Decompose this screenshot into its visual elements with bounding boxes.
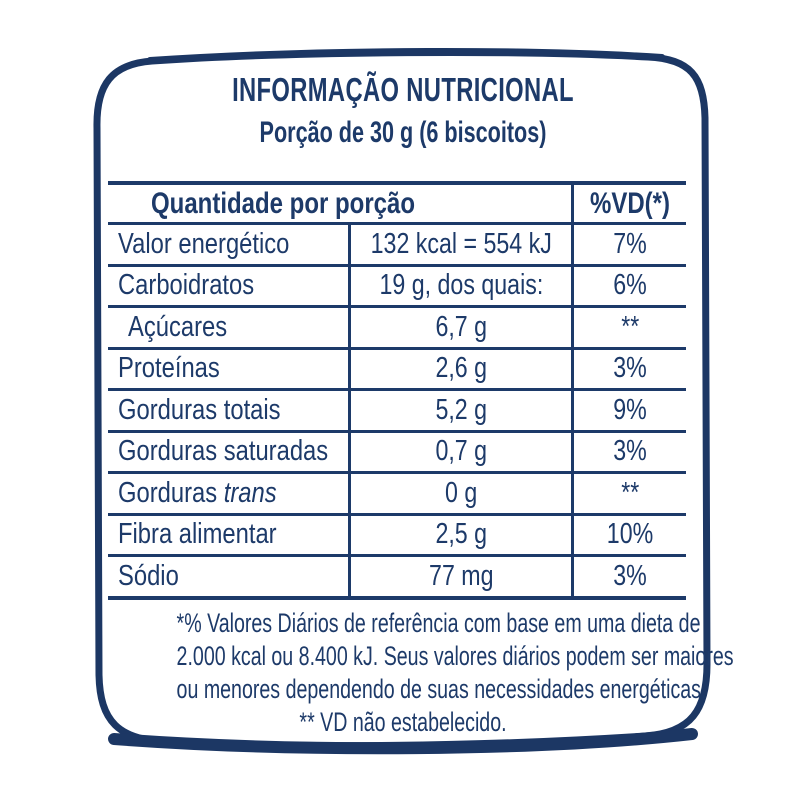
quantity-per-serving-label: Quantidade por porção [151,186,416,220]
nutrient-dv-cell: ** [571,474,686,513]
nutrient-dv-cell: ** [571,308,686,347]
footnote-line: 2.000 kcal ou 8.400 kJ. Seus valores diá… [176,641,734,671]
nutrient-dv-percent: 3% [613,435,647,468]
nutrient-dv-percent: ** [620,476,640,509]
nutrient-name-italic: trans [223,476,277,509]
nutrient-amount-cell: 77 mg [348,557,571,596]
nutrient-dv-percent: ** [620,310,640,343]
nutrient-dv-cell: 3% [571,557,686,596]
nutrient-amount: 6,7 g [435,310,487,343]
nutrient-amount-cell: 19 g, dos quais: [348,266,571,305]
nutrient-name-cell: Carboidratos [108,267,348,306]
nutrient-amount: 5,2 g [435,393,487,426]
nutrient-name-cell: Sódio [108,557,348,596]
nutrient-name: Fibra alimentar [118,518,277,551]
quantity-per-serving-header: Quantidade por porção [108,185,571,222]
nutrient-dv-percent: 7% [613,227,647,260]
nutrient-dv-cell: 3% [571,432,686,471]
nutrient-name-cell: Gorduras totais [108,391,348,430]
table-row: Gorduras trans 0 g ** [108,471,686,513]
nutrient-amount: 132 kcal = 554 kJ [370,227,552,260]
nutrient-dv-cell: 7% [571,225,686,264]
daily-value-header: %VD(*) [571,185,686,222]
daily-value-label: %VD(*) [589,186,670,220]
nutrient-dv-percent: 9% [613,393,647,426]
table-row: Gorduras saturadas 0,7 g 3% [108,429,686,472]
nutrient-name-cell: Açúcares [108,308,348,347]
table-row: Proteínas 2,6 g 3% [108,346,686,389]
nutrient-amount: 2,5 g [435,518,487,551]
nutrient-amount: 0 g [444,476,478,509]
serving-size-subtitle: Porção de 30 g (6 biscoitos) [259,116,547,149]
label-header: INFORMAÇÃO NUTRICIONAL Porção de 30 g (6… [183,72,624,150]
nutrient-amount-cell: 2,5 g [348,515,571,554]
nutrient-name: Açúcares [128,310,228,343]
nutrient-amount: 77 mg [428,559,494,592]
nutrient-dv-cell: 10% [571,515,686,554]
nutrient-dv-percent: 3% [613,352,647,385]
nutrient-amount-cell: 0,7 g [348,432,571,471]
nutrient-name-cell: Valor energético [108,225,348,264]
nutrient-name-cell: Gorduras trans [108,474,348,513]
nutrient-name: Sódio [118,559,179,592]
table-header-row: Quantidade por porção %VD(*) [108,185,686,222]
nutrient-amount: 19 g, dos quais: [379,269,543,302]
nutrient-dv-percent: 10% [606,518,654,551]
page-title: INFORMAÇÃO NUTRICIONAL [232,71,574,108]
table-row: Sódio 77 mg 3% [108,554,686,596]
table-row: Gorduras totais 5,2 g 9% [108,388,686,430]
nutrient-name: Gorduras saturadas [118,435,329,468]
nutrient-name-cell: Proteínas [108,350,348,389]
nutrient-name-cell: Gorduras saturadas [108,433,348,472]
nutrient-name-cell: Fibra alimentar [108,516,348,555]
nutrient-dv-cell: 9% [571,391,686,430]
footnote-line: ** VD não estabelecido. [299,707,507,737]
footnote-line: ou menores dependendo de suas necessidad… [176,674,707,704]
nutrient-amount-cell: 0 g [348,474,571,513]
nutrition-table: Quantidade por porção %VD(*) Valor energ… [108,181,686,600]
nutrient-name: Carboidratos [118,269,255,302]
label-border-top-stroke [147,47,665,63]
nutrient-name: Proteínas [118,352,220,385]
nutrient-name: Gorduras totais [118,393,281,426]
nutrient-amount: 2,6 g [435,352,487,385]
nutrient-name: Valor energético [118,227,290,260]
footnote-line: *% Valores Diários de referência com bas… [176,608,701,638]
nutrient-amount-cell: 6,7 g [348,308,571,347]
daily-values-footnote: *% Valores Diários de referência com bas… [176,607,734,739]
nutrient-dv-cell: 3% [571,349,686,388]
nutrient-amount: 0,7 g [435,435,487,468]
nutrient-amount-cell: 132 kcal = 554 kJ [348,225,571,264]
table-row: Fibra alimentar 2,5 g 10% [108,512,686,555]
nutrient-name: Gorduras trans [118,476,277,509]
nutrient-amount-cell: 2,6 g [348,349,571,388]
table-row: Valor energético 132 kcal = 554 kJ 7% [108,222,686,264]
nutrient-dv-percent: 6% [613,269,647,302]
nutrient-amount-cell: 5,2 g [348,391,571,430]
nutrient-dv-cell: 6% [571,266,686,305]
table-row: Açúcares 6,7 g ** [108,305,686,347]
table-row: Carboidratos 19 g, dos quais: 6% [108,263,686,306]
nutrient-dv-percent: 3% [613,559,647,592]
